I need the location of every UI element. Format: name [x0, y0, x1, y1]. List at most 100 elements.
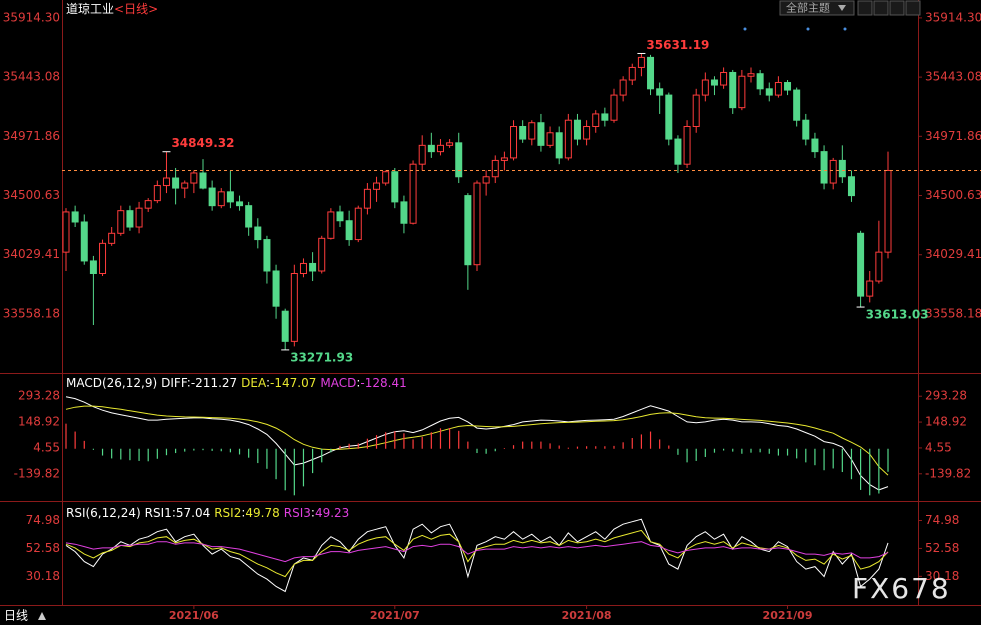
- y-tick-label: -139.82: [14, 466, 60, 480]
- legend-name: DIFF: [161, 376, 188, 390]
- candle-body: [756, 73, 764, 90]
- candle-body: [793, 89, 801, 121]
- candle-body: [382, 171, 390, 184]
- y-tick-label: 34500.63: [3, 188, 60, 202]
- candle-body: [628, 66, 636, 81]
- candle-body: [144, 200, 152, 209]
- candle-body: [99, 242, 107, 275]
- candle-body: [683, 125, 691, 165]
- candle-body: [637, 56, 645, 68]
- frame: [0, 0, 981, 606]
- candle-body: [436, 144, 444, 153]
- candle-body: [245, 205, 253, 228]
- candle-body: [546, 132, 554, 146]
- candle-body: [373, 182, 381, 190]
- indicator-header: RSI(6,12,24) RSI1:57.04 RSI2:49.78 RSI3:49.…: [66, 506, 349, 520]
- legend-value: 49.78: [245, 506, 279, 520]
- candle-body: [117, 210, 125, 234]
- candle-body: [427, 144, 435, 153]
- icon-button[interactable]: [905, 0, 921, 16]
- legend-name: MACD: [320, 376, 356, 390]
- y-tick-label: 33558.18: [925, 306, 981, 320]
- y-tick-label: 34971.86: [925, 129, 981, 143]
- candle-body: [126, 210, 134, 228]
- y-tick-label: 52.58: [925, 541, 959, 555]
- y-tick-label: 4.55: [925, 440, 952, 454]
- legend-value: -211.27: [191, 376, 237, 390]
- candle-body: [701, 79, 709, 96]
- y-tick-label: 4.55: [33, 440, 60, 454]
- candle-body: [656, 88, 664, 96]
- candle-body: [455, 142, 463, 178]
- icon-button[interactable]: [873, 0, 889, 16]
- x-tick-label: 2021/08: [562, 609, 612, 622]
- legend-name: RSI2: [214, 506, 241, 520]
- indicator-line: [65, 405, 889, 476]
- candle-body: [80, 221, 88, 262]
- candle-body: [811, 138, 819, 153]
- extreme-label: 34849.32: [171, 136, 234, 150]
- candle-body: [309, 262, 317, 272]
- theme-button[interactable]: [779, 0, 855, 16]
- candle-body: [692, 94, 700, 127]
- candle-body: [354, 207, 362, 241]
- indicator-line: [65, 396, 889, 491]
- candle-body: [391, 171, 399, 203]
- candle-body: [610, 94, 618, 121]
- candle-body: [729, 71, 737, 109]
- y-tick-label: 30.18: [925, 569, 959, 583]
- y-tick-label: 293.28: [925, 389, 967, 403]
- candle-body: [263, 239, 271, 272]
- y-tick-label: 34029.41: [925, 247, 981, 261]
- title: 道琼工业: [66, 1, 114, 16]
- candle-body: [820, 151, 828, 184]
- y-tick-label: 148.92: [18, 415, 60, 429]
- candle-body: [884, 169, 892, 253]
- legend-value: -147.07: [270, 376, 316, 390]
- candle-body: [299, 262, 307, 275]
- candle-body: [537, 122, 545, 146]
- legend-name: DEA: [241, 376, 267, 390]
- legend-value: -128.41: [360, 376, 406, 390]
- y-tick-label: 148.92: [925, 415, 967, 429]
- candle-body: [710, 79, 718, 86]
- candle-body: [71, 211, 79, 223]
- dropdown-arrow[interactable]: [838, 5, 846, 11]
- candle-body: [135, 207, 143, 228]
- candle-body: [519, 125, 527, 140]
- candle-body: [866, 280, 874, 297]
- candle-body: [747, 73, 755, 77]
- candle-body: [720, 71, 728, 86]
- theme-button-label[interactable]: 全部主题: [786, 1, 830, 15]
- candle-body: [254, 226, 262, 241]
- marker-dot: [743, 27, 747, 31]
- candle-body: [62, 211, 70, 253]
- candle-body: [226, 191, 234, 203]
- y-tick-label: 35914.30: [925, 10, 981, 24]
- icon-button[interactable]: [857, 0, 873, 16]
- y-tick-label: 35443.08: [925, 70, 981, 84]
- y-tick-label: 34029.41: [3, 247, 60, 261]
- period: <日线>: [114, 2, 158, 16]
- candle-body: [363, 188, 371, 209]
- candle-body: [327, 211, 335, 239]
- period-selector[interactable]: 日线: [4, 609, 28, 623]
- candle-body: [829, 159, 837, 184]
- period-arrow[interactable]: [38, 612, 46, 620]
- indicator-header: MACD(26,12,9) DIFF:-211.27 DEA:-147.07 MACD…: [66, 376, 407, 390]
- toolbar: 全部主题: [743, 0, 921, 31]
- candle-body: [674, 138, 682, 165]
- candle-body: [464, 195, 472, 266]
- candle-body: [500, 157, 508, 161]
- candle-body: [482, 176, 490, 184]
- y-tick-label: 30.18: [26, 569, 60, 583]
- indicator-title: RSI(6,12,24): [66, 506, 141, 520]
- icon-button[interactable]: [889, 0, 905, 16]
- marker-dot: [843, 27, 847, 31]
- candle-body: [784, 82, 792, 91]
- candle-body: [153, 185, 161, 202]
- candle-body: [665, 94, 673, 140]
- candle-body: [409, 163, 417, 224]
- candle-body: [802, 119, 810, 140]
